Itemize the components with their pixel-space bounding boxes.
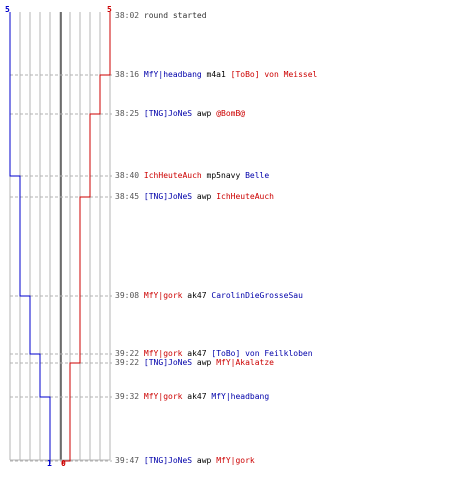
- killer-name: MfY|headbang: [143, 70, 202, 79]
- blue-start-score: 5: [5, 5, 10, 14]
- victim-name: MfY|gork: [216, 456, 255, 465]
- killer-name: MfY|gork: [143, 392, 183, 401]
- event-time: 39:32: [115, 392, 140, 401]
- event-time: 38:45: [115, 192, 140, 201]
- killer-name: [TNG]JoNeS: [143, 109, 193, 118]
- victim-name: MfY|headbang: [211, 392, 270, 401]
- weapon-name: ak47: [187, 349, 207, 358]
- kill-feed-row: 38:16 MfY|headbang m4a1 [ToBo] von Meiss…: [115, 70, 317, 79]
- weapon-name: awp: [196, 456, 212, 465]
- killer-name: [TNG]JoNeS: [143, 358, 193, 367]
- kill-feed-row: 38:25 [TNG]JoNeS awp @BomB@: [115, 109, 245, 118]
- weapon-name: awp: [196, 192, 212, 201]
- red-start-score: 5: [107, 5, 112, 14]
- victim-name: MfY|Akalatze: [216, 358, 274, 367]
- event-time: 39:08: [115, 291, 140, 300]
- event-time: 38:25: [115, 109, 140, 118]
- red-team-step-line: [62, 12, 111, 464]
- kill-feed-row: 39:22 [TNG]JoNeS awp MfY|Akalatze: [115, 358, 274, 367]
- killer-name: MfY|gork: [143, 291, 183, 300]
- event-time: 39:22: [115, 358, 140, 367]
- event-time: 38:02: [115, 11, 140, 20]
- event-time: 38:16: [115, 70, 140, 79]
- event-time: 39:47: [115, 456, 140, 465]
- weapon-name: mp5navy: [206, 171, 241, 180]
- killer-name: MfY|gork: [143, 349, 183, 358]
- kill-feed-row: 39:32 MfY|gork ak47 MfY|headbang: [115, 392, 269, 401]
- weapon-name: ak47: [187, 392, 207, 401]
- kill-feed-row: 39:08 MfY|gork ak47 CarolinDieGrosseSau: [115, 291, 303, 300]
- kill-feed-row: 39:47 [TNG]JoNeS awp MfY|gork: [115, 456, 255, 465]
- victim-name: [ToBo] von Meissel: [230, 70, 318, 79]
- killer-name: [TNG]JoNeS: [143, 192, 193, 201]
- victim-name: [ToBo] von Feilkloben: [211, 349, 313, 358]
- kill-feed-row: 39:22 MfY|gork ak47 [ToBo] von Feilklobe…: [115, 349, 313, 358]
- victim-name: Belle: [245, 171, 270, 180]
- weapon-name: m4a1: [206, 70, 226, 79]
- event-time: 38:40: [115, 171, 140, 180]
- blue-end-score: 1: [47, 459, 52, 468]
- killer-name: IchHeuteAuch: [143, 171, 202, 180]
- kill-feed-row: 38:02 round started: [115, 11, 207, 20]
- red-end-score: 0: [61, 459, 66, 468]
- weapon-name: ak47: [187, 291, 207, 300]
- kill-feed-row: 38:45 [TNG]JoNeS awp IchHeuteAuch: [115, 192, 274, 201]
- victim-name: IchHeuteAuch: [216, 192, 274, 201]
- event-text: round started: [143, 11, 207, 20]
- killer-name: [TNG]JoNeS: [143, 456, 193, 465]
- event-time: 39:22: [115, 349, 140, 358]
- victim-name: CarolinDieGrosseSau: [211, 291, 303, 300]
- weapon-name: awp: [196, 358, 212, 367]
- blue-team-step-line: [9, 12, 51, 464]
- victim-name: @BomB@: [216, 109, 246, 118]
- kill-feed-row: 38:40 IchHeuteAuch mp5navy Belle: [115, 171, 269, 180]
- weapon-name: awp: [196, 109, 212, 118]
